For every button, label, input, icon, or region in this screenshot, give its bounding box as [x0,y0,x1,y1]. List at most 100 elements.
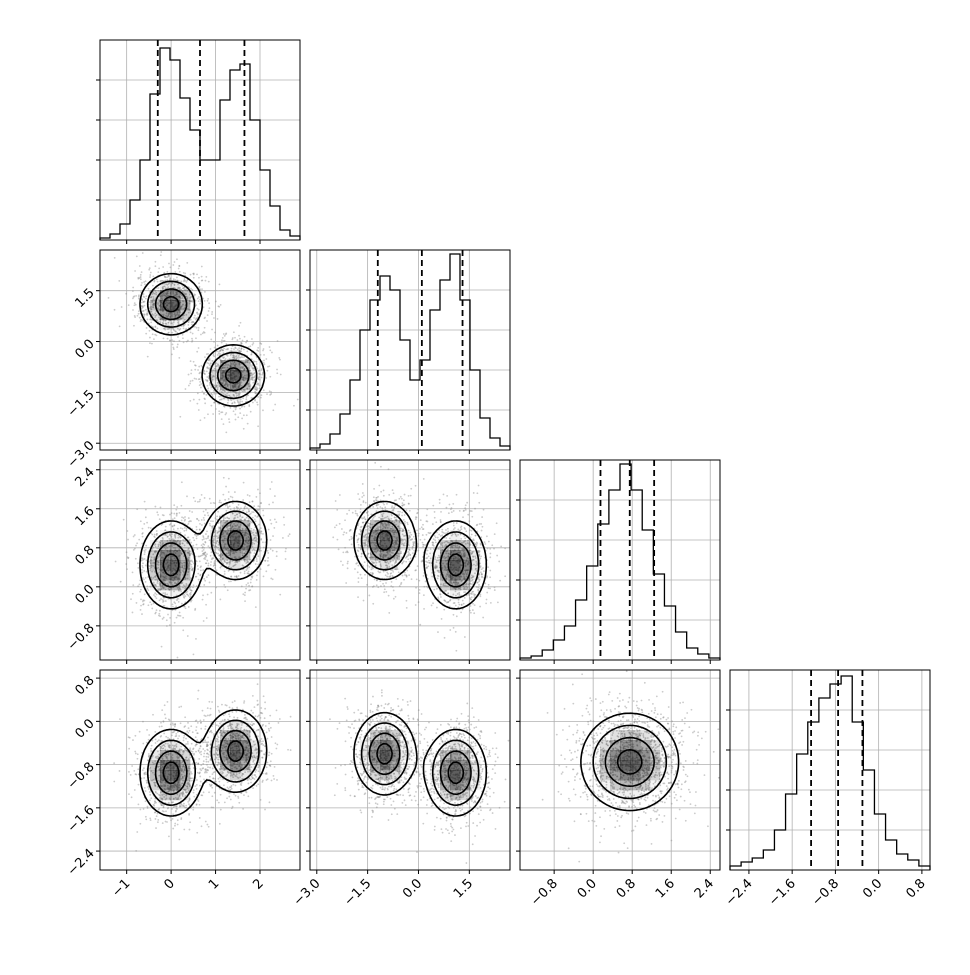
scatter-point [193,274,195,276]
scatter-point [205,542,207,544]
scatter-point [194,369,196,371]
scatter-point [171,332,173,334]
scatter-point [344,519,346,521]
scatter-point [425,520,427,522]
scatter-point [188,517,190,519]
scatter-point [176,277,178,279]
scatter-point [362,492,364,494]
scatter-point [229,421,231,423]
scatter-point [160,254,162,256]
scatter-point [141,560,143,562]
scatter-point [405,561,407,563]
scatter-point [428,560,430,562]
scatter-point [203,549,205,551]
scatter-point [199,523,201,525]
scatter-point [204,317,206,319]
scatter-point [252,342,254,344]
scatter-point [405,557,407,559]
scatter-point [238,504,240,506]
scatter-point [350,529,352,531]
scatter-point [160,251,162,253]
scatter-point [411,539,413,541]
scatter-point [376,584,378,586]
joint-panel-0-1: −3.0−1.50.01.5 [65,248,300,471]
scatter-point [263,354,265,356]
scatter-point [183,517,185,519]
scatter-point [225,505,227,507]
scatter-point [403,579,405,581]
scatter-point [213,341,215,343]
scatter-point [365,519,367,521]
scatter-point [139,591,141,593]
scatter-point [138,296,140,298]
scatter-point [347,561,349,563]
scatter-point [456,615,458,617]
scatter-point [285,558,287,560]
scatter-point [207,387,209,389]
scatter-point [406,570,408,572]
scatter-point [198,300,200,302]
scatter-point [173,340,175,342]
scatter-point [197,568,199,570]
scatter-point [154,265,156,267]
scatter-point [136,542,138,544]
scatter-point [210,392,212,394]
scatter-point [176,515,178,517]
scatter-point [207,379,209,381]
scatter-point [472,603,474,605]
scatter-point [346,532,348,534]
scatter-point [274,518,276,520]
scatter-point [204,523,206,525]
scatter-point [183,341,185,343]
scatter-point [223,348,225,350]
scatter-point [199,560,201,562]
scatter-point [444,637,446,639]
scatter-point [233,571,235,573]
scatter-point [149,337,151,339]
y-tick-label: −3.0 [65,438,98,471]
scatter-point [176,617,178,619]
scatter-point [249,501,251,503]
scatter-point [138,313,140,315]
scatter-point [236,339,238,341]
scatter-point [199,286,201,288]
scatter-point [345,582,347,584]
scatter-point [204,580,206,582]
scatter-point [204,554,206,556]
scatter-point [130,598,132,600]
scatter-point [373,585,375,587]
scatter-point [240,322,242,324]
scatter-point [265,377,267,379]
scatter-point [261,368,263,370]
scatter-point [178,268,180,270]
scatter-point [352,512,354,514]
scatter-point [175,509,177,511]
scatter-point [137,585,139,587]
scatter-point [434,535,436,537]
scatter-point [223,423,225,425]
scatter-point [145,333,147,335]
scatter-point [209,391,211,393]
scatter-point [215,301,217,303]
scatter-point [234,491,236,493]
scatter-point [191,324,193,326]
scatter-point [207,413,209,415]
scatter-point [254,361,256,363]
scatter-point [207,565,209,567]
x-tick-label: 0.0 [860,876,885,901]
scatter-point [151,534,153,536]
scatter-point [181,603,183,605]
scatter-point [363,517,365,519]
scatter-point [145,298,147,300]
scatter-point [261,394,263,396]
scatter-point [404,514,406,516]
scatter-point [221,339,223,341]
scatter-point [160,507,162,509]
scatter-point [356,562,358,564]
scatter-point [250,354,252,356]
scatter-point [184,605,186,607]
scatter-point [173,504,175,506]
scatter-point [237,416,239,418]
scatter-point [197,565,199,567]
scatter-point [236,576,238,578]
